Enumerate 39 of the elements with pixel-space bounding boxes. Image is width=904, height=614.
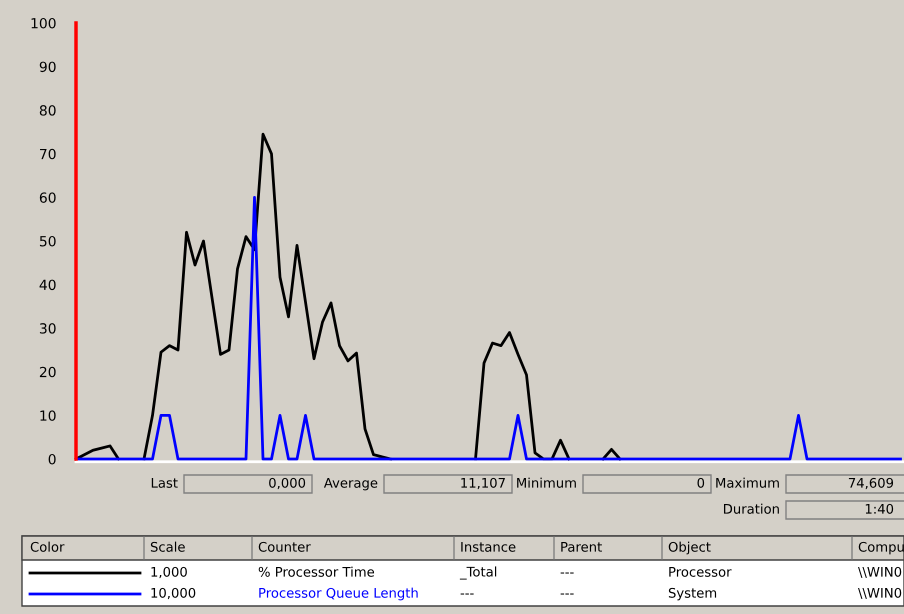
y-tick-label: 70 xyxy=(40,148,56,160)
y-tick-label: 10 xyxy=(40,410,56,421)
text: \\WIN0 xyxy=(858,588,902,599)
text: % Processor Time xyxy=(258,566,374,577)
y-tick-label: 50 xyxy=(40,236,56,246)
text: _Total xyxy=(460,566,496,580)
text: Maximum xyxy=(716,478,779,488)
text: 0 xyxy=(697,478,704,488)
text: Processor Queue Length xyxy=(259,588,418,600)
text: Last xyxy=(152,478,178,488)
text: 0,000 xyxy=(269,478,306,490)
y-tick-label: 60 xyxy=(40,192,56,203)
text: Minimum xyxy=(517,478,576,488)
text: --- xyxy=(460,594,474,595)
text: 1:40 xyxy=(866,504,894,514)
text: Duration xyxy=(724,504,779,514)
text: Processor xyxy=(669,567,732,577)
text: Parent xyxy=(561,542,602,552)
text: Average xyxy=(324,478,378,490)
text: Object xyxy=(668,542,711,554)
text: --- xyxy=(560,572,574,574)
y-tick-label: 20 xyxy=(40,366,56,378)
text: 1,000 xyxy=(151,566,187,578)
y-tick-label: 0 xyxy=(48,454,56,464)
y-tick-label: 40 xyxy=(40,280,56,290)
text: System xyxy=(668,588,716,600)
text: Instance xyxy=(461,542,516,552)
text: Scale xyxy=(150,542,185,552)
text: Counter xyxy=(258,542,311,552)
y-tick-label: 100 xyxy=(32,18,56,28)
y-tick-label: 90 xyxy=(40,62,56,72)
text: Color xyxy=(30,542,64,552)
text: 10,000 xyxy=(151,588,196,600)
text: \\WIN0 xyxy=(858,566,902,578)
text: --- xyxy=(560,594,574,595)
text: 74,609 xyxy=(848,478,894,490)
text: 11,107 xyxy=(461,478,505,490)
y-tick-label: 30 xyxy=(40,323,56,334)
y-tick-label: 80 xyxy=(40,105,56,116)
